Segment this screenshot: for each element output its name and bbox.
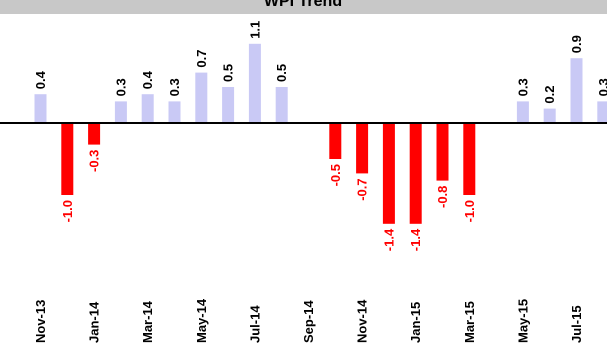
x-tick-label-2: Mar-14 [140,300,155,343]
bar-20 [570,58,583,124]
bar-1 [61,123,74,195]
bar-11 [329,123,342,159]
x-tick-label-8: Mar-15 [462,301,477,343]
bar-value-label-16: -1.0 [462,200,477,222]
x-tick-label-1: Jan-14 [87,301,102,343]
bar-value-label-18: 0.3 [515,78,530,96]
bar-value-label-6: 0.7 [194,50,209,68]
bar-value-label-4: 0.4 [140,70,155,89]
bar-18 [516,101,529,123]
bar-8 [248,43,261,123]
bar-7 [222,87,235,123]
bar-9 [275,87,288,123]
x-tick-label-7: Jan-15 [408,302,423,343]
value-labels-group: 0.4 -1.0 -0.3 0.3 0.4 0.3 0.7 0.5 1.1 0.5 -0.5 -0.7… [33,21,607,251]
bar-2 [88,123,101,145]
bars-group [34,43,607,224]
x-tick-label-3: May-14 [194,298,209,343]
bar-5 [168,101,181,123]
bar-value-label-3: 0.3 [113,78,128,96]
bar-value-label-5: 0.3 [167,78,182,96]
bar-value-label-1: -1.0 [60,200,75,222]
bar-15 [436,123,449,181]
bar-value-label-9: 0.5 [274,64,289,82]
bar-14 [409,123,422,224]
bar-value-label-0: 0.4 [33,70,48,89]
bar-value-label-8: 1.1 [247,21,262,39]
x-tick-label-10: Jul-15 [569,305,584,343]
x-tick-label-6: Nov-14 [355,299,370,343]
x-tick-label-9: May-15 [515,299,530,343]
bar-value-label-14: -1.4 [408,228,423,251]
bar-16 [463,123,476,195]
bar-0 [34,94,47,123]
bar-value-label-20: 0.9 [569,35,584,53]
bar-value-label-19: 0.2 [542,86,557,104]
bar-6 [195,72,208,123]
chart-title: WPI Trend [264,0,342,10]
bar-21 [597,101,607,123]
title-band [0,0,607,14]
bar-12 [356,123,369,174]
x-tick-label-5: Sep-14 [301,300,316,343]
bar-value-label-13: -1.4 [381,228,396,251]
bar-4 [141,94,154,123]
bar-3 [114,101,127,123]
bar-value-label-2: -0.3 [87,150,102,172]
x-tick-labels-group: Nov-13 Jan-14 Mar-14 May-14 Jul-14 Sep-14 Nov-… [33,298,584,343]
x-tick-label-0: Nov-13 [33,300,48,343]
bar-value-label-12: -0.7 [355,178,370,200]
bar-value-label-15: -0.8 [435,186,450,208]
bar-value-label-11: -0.5 [328,164,343,186]
bar-13 [382,123,395,224]
bar-19 [543,108,556,123]
x-tick-label-4: Jul-14 [247,305,262,343]
bar-value-label-21: 0.3 [596,78,607,96]
bar-value-label-7: 0.5 [221,64,236,82]
